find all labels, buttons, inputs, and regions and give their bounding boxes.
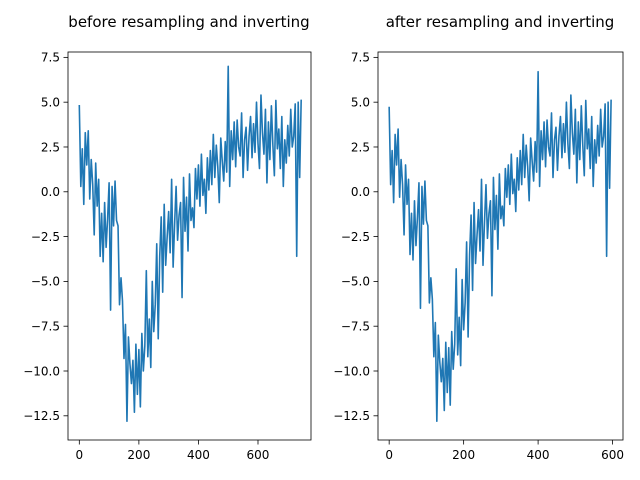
panel-after: after resampling and inverting 0 200 400 60… — [333, 13, 624, 462]
y-tick-label: −5.0 — [31, 275, 60, 289]
panel-before: before resampling and inverting 0 200 400 6… — [23, 13, 312, 462]
y-tick-label: −2.5 — [341, 230, 370, 244]
series-line — [78, 65, 302, 422]
x-tick-label: 0 — [75, 448, 83, 462]
y-tick-label: −5.0 — [341, 275, 370, 289]
chart-title: before resampling and inverting — [68, 13, 309, 31]
x-tick-label: 200 — [127, 448, 150, 462]
y-tick-label: 0.0 — [41, 185, 60, 199]
x-tick-label: 400 — [527, 448, 550, 462]
x-tick-label: 400 — [187, 448, 210, 462]
y-tick-label: −7.5 — [31, 319, 60, 333]
y-tick-label: −7.5 — [341, 319, 370, 333]
x-tick-label: 600 — [601, 448, 624, 462]
y-tick-label: 5.0 — [351, 95, 370, 109]
y-tick-label: 2.5 — [41, 140, 60, 154]
x-tick-label: 600 — [247, 448, 270, 462]
y-tick-label: −2.5 — [31, 230, 60, 244]
y-tick-label: 5.0 — [41, 95, 60, 109]
y-tick-label: −10.0 — [333, 364, 370, 378]
x-tick-label: 0 — [385, 448, 393, 462]
chart-title: after resampling and inverting — [386, 13, 615, 31]
y-tick-label: 7.5 — [41, 51, 60, 65]
series-line — [388, 70, 612, 422]
y-tick-label: −10.0 — [23, 364, 60, 378]
y-tick-label: −12.5 — [333, 409, 370, 423]
x-tick-label: 200 — [452, 448, 475, 462]
y-tick-label: 2.5 — [351, 140, 370, 154]
y-tick-label: −12.5 — [23, 409, 60, 423]
y-tick-label: 7.5 — [351, 51, 370, 65]
y-tick-label: 0.0 — [351, 185, 370, 199]
axes-frame — [377, 51, 624, 441]
axes-frame — [67, 51, 312, 441]
